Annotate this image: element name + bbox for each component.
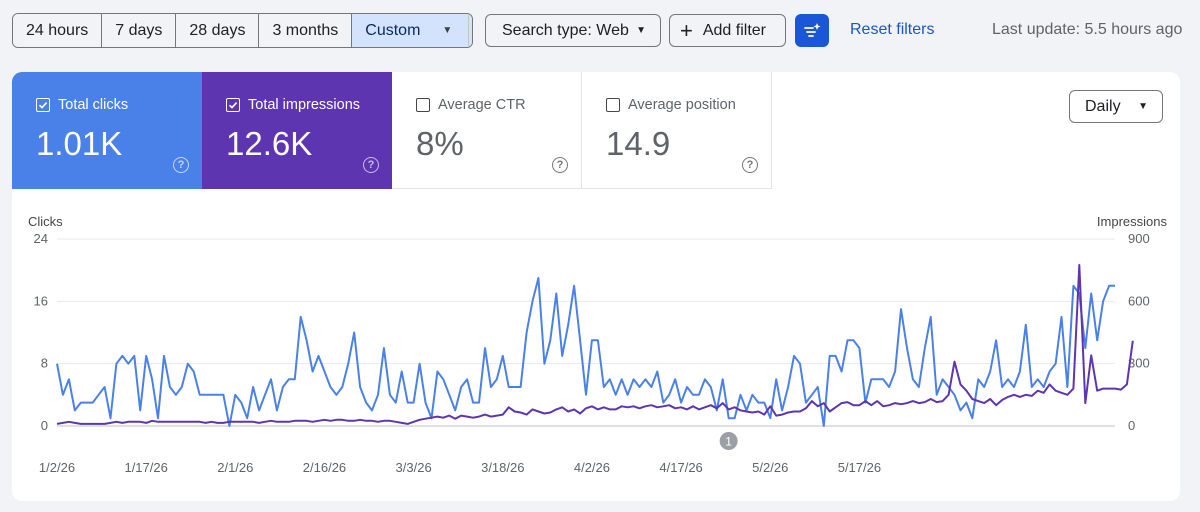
caret-down-icon: ▼	[1138, 101, 1148, 112]
performance-chart: 0 8 16 24 0 300 600 900 1/2/26 1/17/26 2/1/26 2/16/…	[34, 231, 1150, 475]
range-24-hours[interactable]: 24 hours	[13, 14, 103, 47]
y-right-tick-label: 300	[1128, 356, 1150, 371]
x-tick-label: 2/16/26	[303, 460, 346, 475]
y-right-tick-label: 600	[1128, 293, 1150, 308]
range-7-days[interactable]: 7 days	[102, 14, 177, 47]
y-axis-right-title: Impressions	[1096, 214, 1167, 229]
help-icon[interactable]: ?	[173, 157, 189, 173]
x-tick-label: 3/18/26	[481, 460, 524, 475]
y-left-tick-label: 0	[41, 418, 48, 433]
performance-card: Total clicks 1.01K ? Total impressions 1…	[12, 72, 1180, 501]
checkbox-unchecked-icon	[416, 98, 430, 112]
metric-average-position[interactable]: Average position 14.9 ?	[582, 72, 772, 189]
annotation-label: 1	[725, 435, 732, 449]
metric-label-row: Average CTR	[416, 97, 526, 113]
metric-value: 14.9	[606, 125, 671, 162]
filter-bar: 24 hours 7 days 28 days 3 months Custom …	[0, 0, 1200, 62]
metric-value: 12.6K	[226, 125, 313, 162]
range-custom-label: Custom	[365, 21, 421, 39]
metric-total-clicks[interactable]: Total clicks 1.01K ?	[12, 72, 202, 189]
search-type-label: Search type: Web	[502, 21, 629, 39]
annotation-marker	[719, 432, 738, 450]
metric-average-ctr[interactable]: Average CTR 8% ?	[392, 72, 582, 189]
y-right-tick-label: 0	[1128, 418, 1135, 433]
x-tick-label: 2/1/26	[217, 460, 253, 475]
help-icon[interactable]: ?	[363, 157, 379, 173]
smart-filter-button[interactable]	[795, 14, 829, 47]
metric-value: 8%	[416, 125, 464, 162]
granularity-dropdown[interactable]: Daily ▼	[1069, 90, 1163, 123]
metric-value: 1.01K	[36, 125, 123, 162]
add-filter-label: Add filter	[702, 21, 766, 39]
range-28-days[interactable]: 28 days	[176, 14, 260, 47]
y-left-tick-label: 16	[34, 293, 48, 308]
range-3-months[interactable]: 3 months	[259, 14, 353, 47]
search-type-dropdown[interactable]: Search type: Web ▼	[485, 14, 661, 47]
x-tick-label: 4/17/26	[659, 460, 702, 475]
metric-label-row: Total impressions	[226, 97, 360, 113]
y-right-tick-label: 900	[1128, 231, 1150, 246]
checkbox-checked-icon	[226, 98, 240, 112]
last-update-text: Last update: 5.5 hours ago	[992, 21, 1183, 38]
x-tick-label: 1/2/26	[39, 460, 75, 475]
x-tick-label: 3/3/26	[396, 460, 432, 475]
reset-filters-link[interactable]: Reset filters	[850, 21, 935, 38]
metric-label: Average position	[628, 97, 736, 113]
metric-label: Average CTR	[438, 97, 526, 113]
metric-label-row: Total clicks	[36, 97, 128, 113]
y-axis-left-title: Clicks	[28, 214, 63, 229]
series-line-clicks	[56, 277, 1115, 427]
caret-down-icon: ▼	[442, 25, 453, 36]
metric-label: Total clicks	[58, 97, 129, 113]
filter-sparkle-icon	[804, 22, 821, 37]
caret-down-icon: ▼	[636, 25, 646, 36]
x-tick-label: 4/2/26	[574, 460, 610, 475]
plus-icon: +	[680, 17, 693, 43]
granularity-label: Daily	[1085, 97, 1121, 115]
checkbox-checked-icon	[36, 98, 50, 112]
date-range-group: 24 hours 7 days 28 days 3 months Custom …	[12, 13, 474, 48]
x-tick-label: 1/17/26	[124, 460, 167, 475]
x-tick-label: 5/17/26	[838, 460, 881, 475]
series-line-impressions	[56, 264, 1134, 425]
x-tick-label: 5/2/26	[752, 460, 788, 475]
divider	[468, 14, 469, 47]
checkbox-unchecked-icon	[606, 98, 620, 112]
metric-total-impressions[interactable]: Total impressions 12.6K ?	[202, 72, 392, 189]
help-icon[interactable]: ?	[552, 157, 568, 173]
y-left-tick-label: 8	[41, 356, 48, 371]
help-icon[interactable]: ?	[742, 157, 758, 173]
metric-label-row: Average position	[606, 97, 736, 113]
add-filter-button[interactable]: + Add filter	[669, 14, 786, 47]
y-left-tick-label: 24	[34, 231, 48, 246]
range-custom[interactable]: Custom ▼	[352, 14, 473, 47]
metric-label: Total impressions	[248, 97, 361, 113]
